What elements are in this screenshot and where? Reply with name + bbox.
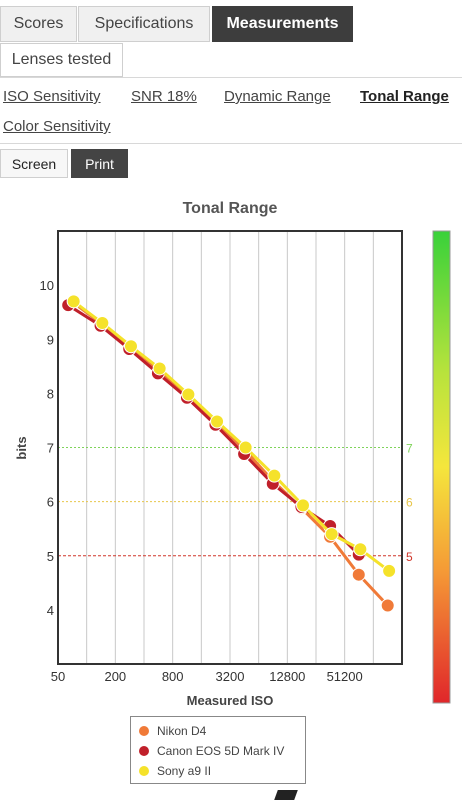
x-axis-label: Measured ISO — [187, 693, 274, 708]
data-point — [181, 387, 196, 402]
data-point — [123, 339, 138, 354]
chart-legend: Nikon D4 Canon EOS 5D Mark IV Sony a9 II — [130, 716, 306, 784]
link-iso-sensitivity[interactable]: ISO Sensitivity — [3, 88, 101, 105]
data-point — [95, 316, 110, 331]
color-scale-bar — [432, 230, 451, 704]
y-tick-label: 4 — [47, 603, 54, 618]
link-color-sensitivity[interactable]: Color Sensitivity — [3, 118, 111, 135]
divider — [0, 77, 462, 78]
link-snr[interactable]: SNR 18% — [131, 88, 197, 105]
legend-item: Nikon D4 — [139, 721, 297, 741]
reference-label: 6 — [406, 496, 413, 510]
print-button[interactable]: Print — [71, 149, 128, 178]
plot-frame — [57, 230, 403, 665]
data-point — [351, 567, 366, 582]
x-tick-label: 50 — [51, 669, 65, 684]
x-tick-label: 200 — [104, 669, 126, 684]
legend-marker — [139, 746, 149, 756]
legend-item: Canon EOS 5D Mark IV — [139, 741, 297, 761]
x-tick-label: 51200 — [327, 669, 363, 684]
y-tick-label: 7 — [47, 441, 54, 456]
tab-measurements[interactable]: Measurements — [212, 6, 353, 42]
data-point — [238, 440, 253, 455]
data-point — [296, 498, 311, 513]
screen-button[interactable]: Screen — [0, 149, 68, 178]
divider — [0, 143, 462, 144]
tab-lenses-tested[interactable]: Lenses tested — [0, 43, 123, 77]
chart-title: Tonal Range — [183, 200, 278, 217]
data-point — [152, 361, 167, 376]
reference-label: 7 — [406, 442, 413, 456]
x-tick-label: 3200 — [216, 669, 245, 684]
data-point — [324, 527, 339, 542]
legend-marker — [139, 726, 149, 736]
data-point — [210, 414, 225, 429]
y-tick-label: 10 — [40, 278, 54, 293]
tab-scores[interactable]: Scores — [0, 6, 77, 42]
data-point — [380, 598, 395, 613]
x-tick-label: 12800 — [269, 669, 305, 684]
x-tick-label: 800 — [162, 669, 184, 684]
legend-label: Canon EOS 5D Mark IV — [157, 744, 285, 758]
legend-label: Nikon D4 — [157, 724, 207, 738]
legend-item: Sony a9 II — [139, 761, 297, 781]
data-point — [353, 542, 368, 557]
data-point — [267, 468, 282, 483]
y-tick-label: 6 — [47, 495, 54, 510]
reference-label: 5 — [406, 550, 413, 564]
y-axis-label: bits — [14, 436, 29, 459]
y-tick-label: 5 — [47, 549, 54, 564]
y-tick-label: 9 — [47, 332, 54, 347]
plot-area: 4 5 6 7 8 9 10 50 200 800 3200 12800 51200 7 6 5 — [40, 230, 413, 684]
link-tonal-range[interactable]: Tonal Range — [360, 88, 449, 105]
tonal-range-chart: Tonal Range 4 5 6 7 8 9 10 50 200 800 3200 12800 512… — [14, 200, 451, 708]
data-point — [66, 294, 81, 309]
data-point — [382, 563, 397, 578]
legend-marker — [139, 766, 149, 776]
tab-specifications[interactable]: Specifications — [78, 6, 210, 42]
y-tick-label: 8 — [47, 386, 54, 401]
link-dynamic-range[interactable]: Dynamic Range — [224, 88, 331, 105]
legend-label: Sony a9 II — [157, 764, 212, 778]
cursor-shape — [274, 790, 298, 800]
